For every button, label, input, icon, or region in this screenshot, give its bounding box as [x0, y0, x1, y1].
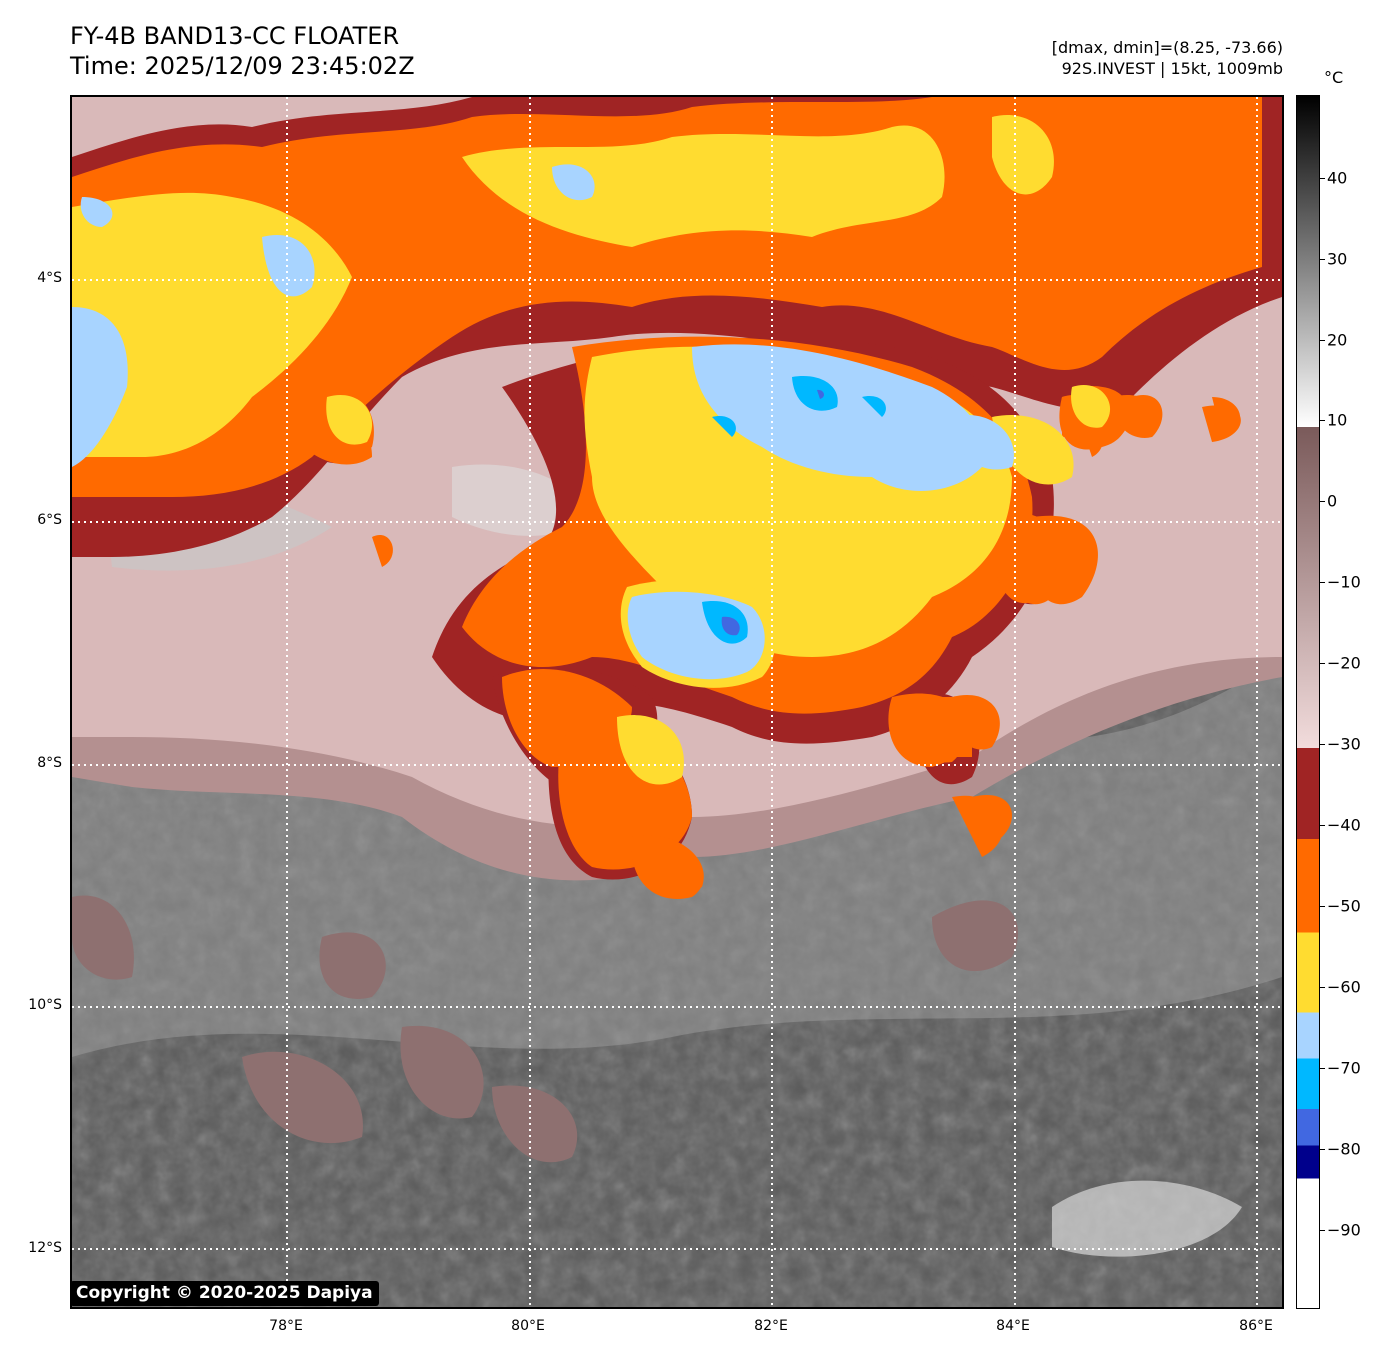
colorbar-tick — [1320, 340, 1325, 341]
copyright-badge: Copyright © 2020-2025 Dapiya — [70, 1281, 379, 1306]
colorbar-unit: °C — [1324, 68, 1344, 87]
colorbar-label-20: 20 — [1327, 330, 1348, 350]
colorbar-tick — [1320, 906, 1325, 907]
colorbar-tick — [1320, 825, 1325, 826]
colorbar-label-m40: −40 — [1327, 815, 1361, 835]
colorbar-tick — [1320, 744, 1325, 745]
colorbar-tick — [1320, 501, 1325, 502]
colorbar-label-30: 30 — [1327, 249, 1348, 269]
colorbar-tick — [1320, 420, 1325, 421]
colorbar-label-40: 40 — [1327, 168, 1348, 188]
lat-label-12s: 12°S — [28, 1240, 62, 1256]
lat-label-4s: 4°S — [37, 270, 62, 286]
colorbar-tick — [1320, 1149, 1325, 1150]
lat-label-6s: 6°S — [37, 512, 62, 528]
lon-label-86e: 86°E — [1239, 1318, 1273, 1334]
colorbar-label-m30: −30 — [1327, 734, 1361, 754]
lon-label-82e: 82°E — [754, 1318, 788, 1334]
lon-label-80e: 80°E — [511, 1318, 545, 1334]
lat-label-8s: 8°S — [37, 755, 62, 771]
colorbar-label-m70: −70 — [1327, 1058, 1361, 1078]
colorbar-tick — [1320, 987, 1325, 988]
colorbar-label-m20: −20 — [1327, 653, 1361, 673]
colorbar-label-m50: −50 — [1327, 896, 1361, 916]
lon-label-84e: 84°E — [996, 1318, 1030, 1334]
colorbar-label-0: 0 — [1327, 491, 1338, 511]
satellite-imagery-svg — [72, 97, 1282, 1307]
dmax-dmin-text: [dmax, dmin]=(8.25, -73.66) — [1051, 38, 1283, 57]
colorbar-tick — [1320, 1068, 1325, 1069]
colorbar — [1296, 95, 1320, 1309]
storm-info-text: 92S.INVEST | 15kt, 1009mb — [1061, 59, 1283, 78]
colorbar-label-m90: −90 — [1327, 1220, 1361, 1240]
image-title: FY-4B BAND13-CC FLOATER — [70, 22, 400, 50]
colorbar-tick — [1320, 259, 1325, 260]
colorbar-label-m10: −10 — [1327, 572, 1361, 592]
colorbar-tick — [1320, 582, 1325, 583]
lon-label-78e: 78°E — [269, 1318, 303, 1334]
colorbar-tick — [1320, 178, 1325, 179]
colorbar-tick — [1320, 1230, 1325, 1231]
colorbar-label-10: 10 — [1327, 410, 1348, 430]
image-time: Time: 2025/12/09 23:45:02Z — [70, 52, 415, 80]
colorbar-label-m60: −60 — [1327, 977, 1361, 997]
colorbar-label-m80: −80 — [1327, 1139, 1361, 1159]
lat-label-10s: 10°S — [28, 997, 62, 1013]
colorbar-tick — [1320, 663, 1325, 664]
satellite-image — [70, 95, 1284, 1309]
